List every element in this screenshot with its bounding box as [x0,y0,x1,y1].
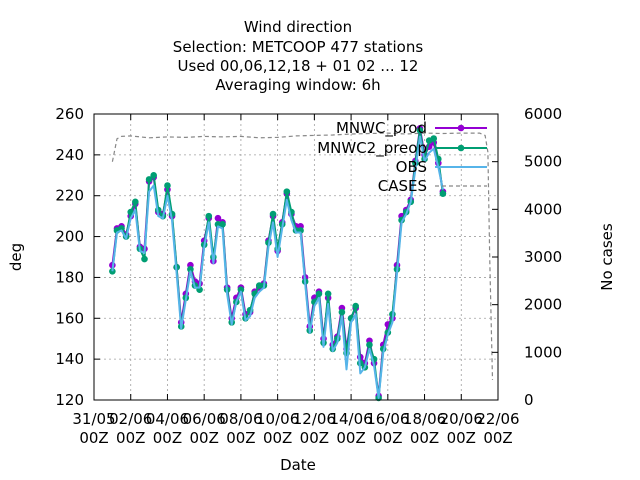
x-tick-label-date: 18/06 [403,410,446,428]
x-tick-label-hour: 00Z [300,429,329,447]
x-axis-label: Date [280,456,316,474]
x-tick-label-hour: 00Z [410,429,439,447]
title-line-2: Selection: METCOOP 477 stations [173,38,424,56]
data-point-mnwc2-preop [352,302,359,310]
y2-axis-label: No cases [598,223,616,291]
y2-tick-label: 0 [524,391,534,409]
data-point-mnwc2-preop [205,212,213,220]
legend-label-cases: CASES [378,177,427,195]
y2-tick-label: 4000 [524,200,562,218]
data-point-mnwc2-preop [109,268,116,275]
grid [94,114,498,400]
data-point-mnwc2-preop [338,308,346,316]
title-line-1: Wind direction [244,18,352,36]
data-point-mnwc2-preop [315,290,323,298]
y-tick-label: 240 [55,146,84,164]
y2-tick-label: 6000 [524,105,562,123]
x-tick-label-date: 12/06 [293,410,336,428]
data-point-mnwc2-preop [366,341,373,349]
y-tick-label: 140 [55,350,84,368]
y-tick-label: 200 [55,228,84,246]
x-tick-label-date: 31/05 [72,410,115,428]
y-tick-label: 220 [55,187,84,205]
data-point-mnwc2-preop [237,286,245,293]
x-tick-label-date: 06/06 [183,410,226,428]
y2-axis-ticks: 0 1000 2000 3000 4000 5000 6000 [492,105,562,409]
y2-tick-label: 1000 [524,343,562,361]
data-point-mnwc2-preop [255,282,263,289]
data-point-mnwc2-preop [150,171,157,179]
data-point-mnwc2-preop [283,188,291,195]
data-point-mnwc2-preop [164,182,171,189]
data-point-mnwc2-preop [187,265,194,273]
x-tick-label-date: 02/06 [109,410,152,428]
x-tick-label-date: 22/06 [476,410,519,428]
x-tick-label-hour: 00Z [447,429,476,447]
y-tick-label: 160 [55,309,84,327]
legend-marker [457,124,465,132]
y-tick-label: 260 [55,105,84,123]
data-point-mnwc2-preop [439,190,447,197]
y-tick-label: 180 [55,268,84,286]
x-tick-label-hour: 00Z [483,429,512,447]
title-line-4: Averaging window: 6h [215,76,380,94]
x-tick-label-hour: 00Z [189,429,218,447]
data-point-mnwc2-preop [141,255,148,263]
series-line-obs [111,135,444,399]
x-tick-label-date: 14/06 [329,410,372,428]
series-line-cases [111,132,494,381]
legend-label-mnwc2-preop: MNWC2_preop [317,139,427,158]
x-tick-label-date: 08/06 [219,410,262,428]
x-tick-label-hour: 00Z [263,429,292,447]
x-tick-label-date: 10/06 [256,410,299,428]
data-point-mnwc2-preop [132,198,139,206]
x-tick-label-hour: 00Z [226,429,255,447]
y2-tick-label: 3000 [524,248,562,266]
chart-title: Wind direction Selection: METCOOP 477 st… [173,18,424,94]
x-tick-label-hour: 00Z [373,429,402,447]
y-axis-label: deg [7,243,25,271]
x-tick-label-date: 20/06 [440,410,483,428]
data-point-mnwc2-preop [269,210,277,218]
x-tick-label-hour: 00Z [336,429,365,447]
data-point-mnwc2-preop [145,176,153,183]
y-tick-label: 120 [55,391,84,409]
x-tick-label-hour: 00Z [116,429,145,447]
y2-tick-label: 5000 [524,153,562,171]
title-line-3: Used 00,06,12,18 + 01 02 ... 12 [178,57,419,75]
x-tick-label-hour: 00Z [153,429,182,447]
legend-marker [457,144,465,152]
x-tick-label-date: 04/06 [146,410,189,428]
x-tick-label-hour: 00Z [79,429,108,447]
x-tick-label-date: 16/06 [366,410,409,428]
legend-label-obs: OBS [396,158,427,176]
x-axis-ticks: 31/0500Z02/0600Z04/0600Z06/0600Z08/0600Z… [72,114,520,447]
data-point-mnwc2-preop [214,221,222,228]
data-point-mnwc2-preop [416,127,424,134]
data-point-mnwc2-preop [219,221,226,228]
series-lines [109,125,494,402]
data-point-mnwc2-preop [324,290,332,298]
y-axis-ticks: 120 140 160 180 200 220 240 260 [55,105,100,409]
data-point-mnwc-prod [214,214,222,222]
y2-tick-label: 2000 [524,296,562,314]
data-point-mnwc2-preop [430,135,438,142]
legend-label-mnwc-prod: MNWC_prod [336,119,427,138]
